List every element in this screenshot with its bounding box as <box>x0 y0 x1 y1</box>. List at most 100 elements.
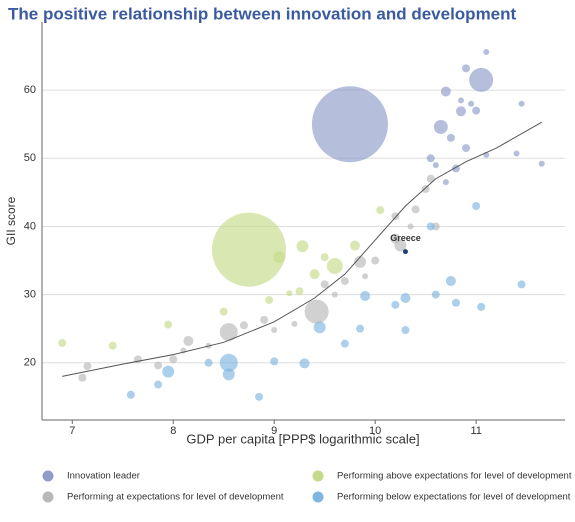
trend-line <box>62 121 543 377</box>
bubble <box>433 119 448 134</box>
bubble <box>311 86 388 163</box>
bubble <box>431 290 440 299</box>
x-tick-label: 9 <box>271 425 277 437</box>
bubble <box>458 97 465 104</box>
bubble <box>126 390 135 399</box>
bubble <box>445 275 456 286</box>
bubble <box>265 296 274 305</box>
bubble <box>472 106 481 115</box>
bubble <box>273 251 286 264</box>
y-axis-label: GII score <box>4 196 18 245</box>
x-tick-label: 8 <box>170 425 176 437</box>
bubble <box>255 392 264 401</box>
chart-title: The positive relationship between innova… <box>8 4 517 23</box>
legend-label: Performing below expectations for level … <box>337 492 571 503</box>
legend-marker <box>42 491 54 503</box>
bubble <box>394 239 407 252</box>
bubble <box>260 315 269 324</box>
bubble <box>432 162 439 169</box>
legend-marker <box>312 470 324 482</box>
legend-label: Performing at expectations for level of … <box>67 492 284 503</box>
bubble <box>313 321 326 334</box>
bubble <box>222 368 235 381</box>
bubble <box>518 100 525 107</box>
bubble <box>320 253 329 262</box>
x-axis-label: GDP per capita [PPP$ logarithmic scale] <box>186 431 419 446</box>
bubble <box>354 255 367 268</box>
bubble <box>271 327 278 334</box>
bubble <box>299 358 310 369</box>
bubble <box>219 353 238 372</box>
y-tick-label: 60 <box>24 84 36 96</box>
bubble <box>472 202 481 211</box>
bubble <box>356 324 365 333</box>
x-tick-label: 11 <box>470 425 481 437</box>
bubble <box>270 357 279 366</box>
bubble <box>426 222 435 231</box>
bubble <box>376 206 385 215</box>
bubble <box>326 257 343 274</box>
bubble <box>456 106 467 117</box>
bubble <box>204 358 213 367</box>
bubble <box>483 48 490 55</box>
bubble <box>391 212 400 221</box>
bubble <box>164 320 173 329</box>
bubble <box>421 184 430 193</box>
bubble <box>286 290 293 297</box>
bubble <box>391 300 400 309</box>
bubble <box>162 365 175 378</box>
bubble <box>451 298 460 307</box>
bubble <box>83 362 92 371</box>
bubble <box>154 361 163 370</box>
bubble <box>169 355 178 364</box>
bubble <box>477 302 486 311</box>
bubble <box>78 373 87 382</box>
bubble <box>426 154 435 163</box>
bubble <box>411 205 420 214</box>
bubble <box>407 223 414 230</box>
bubble <box>462 64 471 73</box>
bubble <box>362 273 369 280</box>
bubble <box>446 133 455 142</box>
bubble <box>538 160 545 167</box>
bubble <box>469 67 494 92</box>
bubble <box>513 150 520 157</box>
bubble <box>291 320 298 327</box>
bubble <box>320 280 329 289</box>
bubble <box>331 291 338 298</box>
bubble <box>440 86 451 97</box>
annotation-point <box>402 249 408 255</box>
legend-marker <box>312 491 324 503</box>
bubble <box>371 256 380 265</box>
bubble <box>219 323 238 342</box>
bubble <box>517 280 526 289</box>
bubble <box>304 299 329 324</box>
y-tick-label: 50 <box>24 152 36 164</box>
bubble <box>426 174 435 183</box>
bubble <box>154 380 163 389</box>
bubble <box>468 100 475 107</box>
bubble <box>295 287 304 296</box>
bubble <box>309 269 320 280</box>
bubble <box>108 341 117 350</box>
bubble <box>219 307 228 316</box>
bubble <box>340 276 349 285</box>
bubble <box>401 326 410 335</box>
bubble <box>183 335 194 346</box>
legend-marker <box>42 470 54 482</box>
bubble <box>340 339 349 348</box>
bubble <box>462 144 471 153</box>
y-tick-label: 20 <box>24 357 36 369</box>
bubble <box>296 240 309 253</box>
bubble <box>211 212 286 287</box>
bubble <box>349 240 360 251</box>
bubble <box>360 290 371 301</box>
bubble <box>239 321 248 330</box>
x-tick-label: 7 <box>69 425 75 437</box>
y-tick-label: 30 <box>24 289 36 301</box>
legend-label: Performing above expectations for level … <box>337 471 572 482</box>
annotation-label: Greece <box>390 233 421 243</box>
legend-label: Innovation leader <box>67 471 140 482</box>
